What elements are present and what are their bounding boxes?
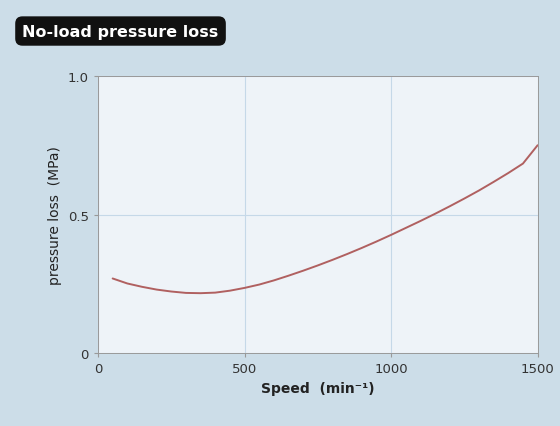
Y-axis label: pressure loss  (MPa): pressure loss (MPa): [48, 146, 62, 285]
Text: No-load pressure loss: No-load pressure loss: [22, 24, 218, 40]
X-axis label: Speed  (min⁻¹): Speed (min⁻¹): [261, 381, 375, 395]
